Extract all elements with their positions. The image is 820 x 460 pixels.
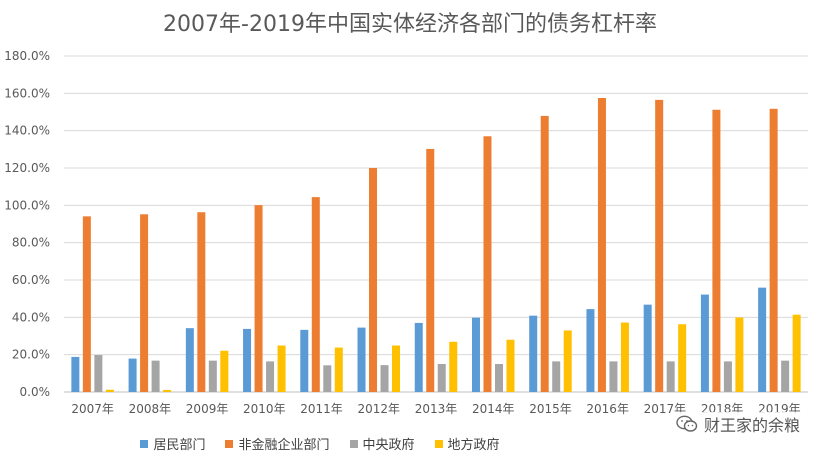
y-tick-label: 40.0% <box>12 310 50 324</box>
bar <box>140 214 149 392</box>
bar <box>185 328 194 392</box>
bar <box>208 360 217 392</box>
bar <box>655 99 664 392</box>
bar <box>563 330 572 392</box>
x-tick-label: 2007年 <box>71 402 114 416</box>
bar <box>380 365 389 392</box>
bar <box>540 115 549 393</box>
x-tick-label: 2011年 <box>300 402 343 416</box>
y-tick-label: 180.0% <box>4 49 50 63</box>
bar <box>643 304 652 392</box>
x-tick-label: 2012年 <box>357 402 400 416</box>
bar <box>357 327 366 392</box>
bar <box>529 315 538 392</box>
watermark-text: 财王家的余粮 <box>703 416 800 435</box>
bar <box>666 361 675 392</box>
bar <box>220 350 229 392</box>
legend-item: 地方政府 <box>434 434 500 453</box>
x-tick-label: 2015年 <box>529 402 572 416</box>
bar <box>277 345 286 392</box>
legend-label: 居民部门 <box>153 438 206 453</box>
x-tick-label: 2016年 <box>586 402 629 416</box>
bar <box>609 361 618 392</box>
bar <box>700 294 709 392</box>
legend-swatch <box>434 439 443 448</box>
x-tick-label: 2014年 <box>472 402 515 416</box>
bar <box>437 364 446 392</box>
bar <box>597 98 606 392</box>
bar <box>781 360 790 392</box>
bar <box>494 364 503 392</box>
bar <box>792 314 801 392</box>
bar <box>82 216 91 392</box>
bar <box>392 345 401 392</box>
bar <box>620 322 629 392</box>
chart-title: 2007年-2019年中国实体经济各部门的债务杠杆率 <box>163 12 657 37</box>
bar <box>266 361 275 392</box>
y-tick-label: 100.0% <box>4 198 50 212</box>
bar <box>758 287 767 392</box>
bar <box>735 317 744 392</box>
x-tick-label: 2010年 <box>243 402 286 416</box>
bar <box>334 347 343 392</box>
bar <box>254 205 263 392</box>
y-tick-label: 60.0% <box>12 273 50 287</box>
legend-swatch <box>140 439 149 448</box>
bar <box>105 389 114 392</box>
bar <box>426 148 435 392</box>
y-tick-label: 0.0% <box>20 385 51 399</box>
x-tick-label: 2013年 <box>415 402 458 416</box>
bar <box>197 212 206 392</box>
bar <box>552 361 561 392</box>
bar <box>151 360 160 392</box>
x-axis-ticks: 2007年 2008年 2009年 2010年 2011年 2012年 2013年 2014年… <box>71 402 800 416</box>
x-tick-label: 2009年 <box>186 402 229 416</box>
bar <box>483 136 492 392</box>
bar <box>369 168 378 392</box>
bars <box>71 98 801 393</box>
y-tick-label: 80.0% <box>12 236 50 250</box>
y-tick-label: 20.0% <box>12 348 50 362</box>
legend-swatch <box>225 439 234 448</box>
bar <box>723 361 732 392</box>
y-tick-label: 160.0% <box>4 86 50 100</box>
bar <box>414 322 423 392</box>
bar <box>323 365 332 392</box>
bar <box>506 339 515 392</box>
bar <box>94 355 103 392</box>
bar <box>471 317 480 392</box>
bar <box>449 341 458 392</box>
gridlines <box>64 55 808 393</box>
bar <box>769 108 778 393</box>
legend: 居民部门 非金融企业部门 中央政府 地方政府 <box>0 434 640 453</box>
legend-label: 非金融企业部门 <box>238 438 330 453</box>
bar <box>300 329 309 392</box>
y-tick-label: 140.0% <box>4 124 50 138</box>
legend-label: 中央政府 <box>362 438 415 453</box>
bar <box>678 324 687 392</box>
bar <box>128 358 137 392</box>
x-tick-label: 2008年 <box>129 402 172 416</box>
watermark: 财王家的余粮 <box>671 412 804 436</box>
wechat-icon <box>676 415 698 433</box>
y-axis-ticks: 0.0% 20.0% 40.0% 60.0% 80.0% 100.0% 120.0% 140.… <box>4 49 50 399</box>
bar <box>712 109 721 392</box>
legend-item: 居民部门 <box>140 434 205 453</box>
bar <box>243 328 252 392</box>
legend-item: 中央政府 <box>349 434 415 453</box>
legend-swatch <box>349 439 358 448</box>
bar <box>71 356 80 392</box>
bar <box>163 389 172 392</box>
bar <box>311 197 320 392</box>
legend-label: 地方政府 <box>447 438 500 453</box>
bar <box>586 309 595 392</box>
y-tick-label: 120.0% <box>4 161 50 175</box>
legend-item: 非金融企业部门 <box>225 434 330 453</box>
